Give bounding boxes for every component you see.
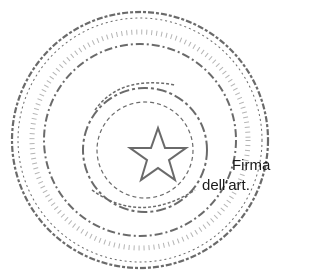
seal-lettering xyxy=(32,32,248,248)
seal xyxy=(12,12,268,268)
page: Firma dell'art. (() => { const data = JS… xyxy=(0,0,276,280)
seal-outer-ring-inner xyxy=(18,18,262,262)
emblem-star xyxy=(130,128,186,180)
emblem-ring xyxy=(83,88,207,212)
signature-label: dell'art. xyxy=(202,177,250,194)
scanned-seal: Firma dell'art. xyxy=(0,0,276,280)
seal-outer-ring xyxy=(12,12,268,268)
emblem-wheel xyxy=(97,102,193,198)
signature-label: Firma xyxy=(232,157,271,174)
